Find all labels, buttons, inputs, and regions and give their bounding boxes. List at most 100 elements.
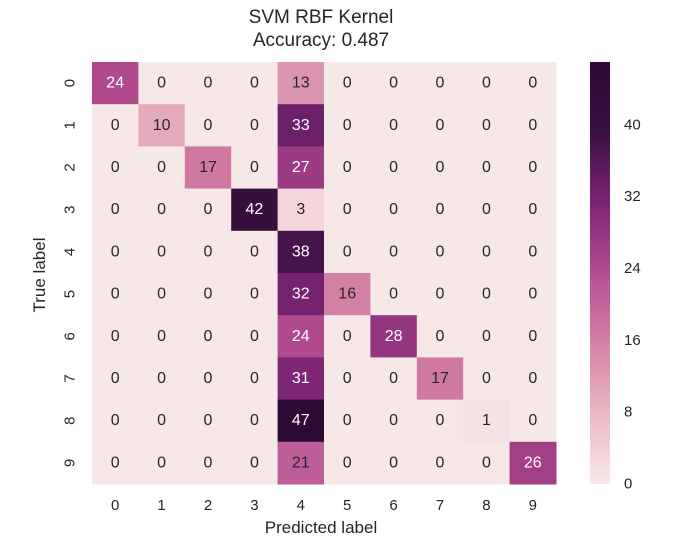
y-tick-label: 3 <box>62 206 79 214</box>
y-tick-label: 8 <box>62 417 79 425</box>
colorbar <box>590 62 610 484</box>
cell-value-label: 0 <box>111 328 120 345</box>
cell-value-label: 0 <box>343 412 352 429</box>
heatmap-cell <box>463 230 511 274</box>
heatmap-cell <box>509 441 557 485</box>
colorbar-tick-label: 16 <box>624 332 641 349</box>
cell-value-label: 0 <box>528 117 537 134</box>
heatmap-cell <box>184 357 232 401</box>
heatmap-cell <box>416 188 464 232</box>
cell-value-label: 0 <box>250 412 259 429</box>
heatmap-cell <box>231 62 279 105</box>
heatmap-cell <box>277 357 325 401</box>
cell-value-label: 33 <box>292 117 310 134</box>
y-tick-label: 9 <box>62 459 79 467</box>
heatmap-cell <box>138 146 186 190</box>
x-tick-label: 7 <box>436 497 444 514</box>
cell-value-label: 0 <box>389 286 398 303</box>
cell-value-label: 28 <box>385 328 403 345</box>
x-tick-label: 4 <box>297 497 305 514</box>
heatmap-cell <box>277 315 325 358</box>
y-tick-labels: 0 1 2 3 4 5 6 7 8 9 <box>62 79 79 467</box>
heatmap-cell <box>509 62 557 105</box>
heatmap-cell <box>231 399 279 443</box>
heatmap-cell <box>138 357 186 401</box>
heatmap-cell <box>416 441 464 485</box>
heatmap-cell <box>463 441 511 485</box>
cell-value-label: 0 <box>157 159 166 176</box>
heatmap-cell <box>231 146 279 190</box>
cell-value-label: 3 <box>296 201 305 218</box>
cell-value-label: 16 <box>338 286 356 303</box>
heatmap-cell <box>138 62 186 105</box>
heatmap-cell <box>509 315 557 358</box>
heatmap-cell <box>324 62 371 105</box>
heatmap-cell <box>277 399 325 443</box>
heatmap-cell <box>184 188 232 232</box>
heatmap-cell <box>184 441 232 485</box>
heatmap-cell <box>509 146 557 190</box>
heatmap-cell <box>92 441 139 485</box>
cell-value-label: 0 <box>343 370 352 387</box>
cell-value-label: 10 <box>153 117 171 134</box>
cell-value-label: 0 <box>482 243 491 260</box>
cell-value-label: 0 <box>436 201 445 218</box>
heatmap-cell <box>277 441 325 485</box>
heatmap-cell <box>277 146 325 190</box>
heatmap-cell <box>324 441 371 485</box>
cell-value-label: 0 <box>157 243 166 260</box>
heatmap-cell <box>324 273 371 316</box>
cell-value-label: 0 <box>436 243 445 260</box>
heatmap-cell <box>92 357 139 401</box>
heatmap-cell <box>277 104 325 147</box>
heatmap-cell <box>231 273 279 316</box>
heatmap-cell <box>92 230 139 274</box>
heatmap-cell <box>509 104 557 147</box>
heatmap-cell <box>370 230 418 274</box>
cell-value-label: 0 <box>157 328 166 345</box>
heatmap-cell <box>92 188 139 232</box>
cell-value-label: 24 <box>106 75 124 92</box>
cell-value-label: 0 <box>250 328 259 345</box>
cell-value-label: 0 <box>111 286 120 303</box>
cell-value-label: 38 <box>292 243 310 260</box>
cell-value-label: 24 <box>292 328 310 345</box>
cell-value-label: 0 <box>250 117 259 134</box>
cell-value-label: 31 <box>292 370 310 387</box>
x-tick-label: 6 <box>389 497 397 514</box>
heatmap-cell <box>509 273 557 316</box>
cell-value-label: 0 <box>528 370 537 387</box>
cell-value-label: 0 <box>389 412 398 429</box>
heatmap-cell <box>92 62 139 105</box>
cell-value-label: 0 <box>343 201 352 218</box>
heatmap-cell <box>416 273 464 316</box>
heatmap-cell <box>277 188 325 232</box>
heatmap-cell <box>184 399 232 443</box>
cell-value-label: 0 <box>204 412 213 429</box>
heatmap-cell <box>138 104 186 147</box>
y-tick-label: 1 <box>62 121 79 129</box>
cell-value-label: 0 <box>528 75 537 92</box>
heatmap-cell <box>138 315 186 358</box>
cell-value-label: 26 <box>524 454 542 471</box>
heatmap-cell <box>277 230 325 274</box>
heatmap-cell <box>370 315 418 358</box>
heatmap-cell <box>138 399 186 443</box>
heatmap-cell <box>463 315 511 358</box>
x-tick-label: 0 <box>111 497 119 514</box>
heatmap-cell <box>231 104 279 147</box>
y-axis-label: True label <box>30 238 49 313</box>
heatmap-cell <box>184 146 232 190</box>
cell-value-label: 0 <box>389 159 398 176</box>
cell-value-label: 0 <box>157 201 166 218</box>
cell-value-label: 0 <box>204 286 213 303</box>
heatmap-cell <box>416 104 464 147</box>
cell-value-label: 0 <box>528 412 537 429</box>
heatmap-cell <box>463 104 511 147</box>
x-tick-label: 3 <box>250 497 258 514</box>
heatmap-cell <box>184 104 232 147</box>
cell-value-label: 0 <box>389 243 398 260</box>
cell-value-label: 0 <box>528 243 537 260</box>
cell-value-label: 0 <box>111 159 120 176</box>
y-tick-label: 2 <box>62 163 79 171</box>
